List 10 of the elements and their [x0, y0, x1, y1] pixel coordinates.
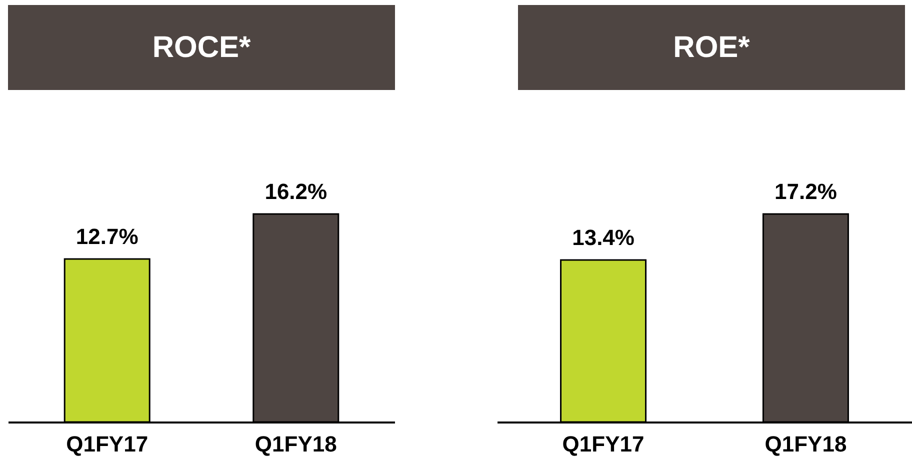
- x-tick-label: Q1FY18: [254, 432, 337, 456]
- data-label: 13.4%: [572, 224, 634, 250]
- x-tick-label: Q1FY18: [764, 432, 847, 456]
- data-label: 16.2%: [264, 179, 328, 204]
- x-tick-label: Q1FY17: [66, 432, 148, 456]
- data-label: 17.2%: [774, 179, 837, 204]
- chart-title: ROCE*: [8, 5, 395, 90]
- data-label: 12.7%: [76, 224, 138, 249]
- x-tick-label: Q1FY17: [562, 432, 644, 456]
- chart-title: ROE*: [518, 5, 905, 90]
